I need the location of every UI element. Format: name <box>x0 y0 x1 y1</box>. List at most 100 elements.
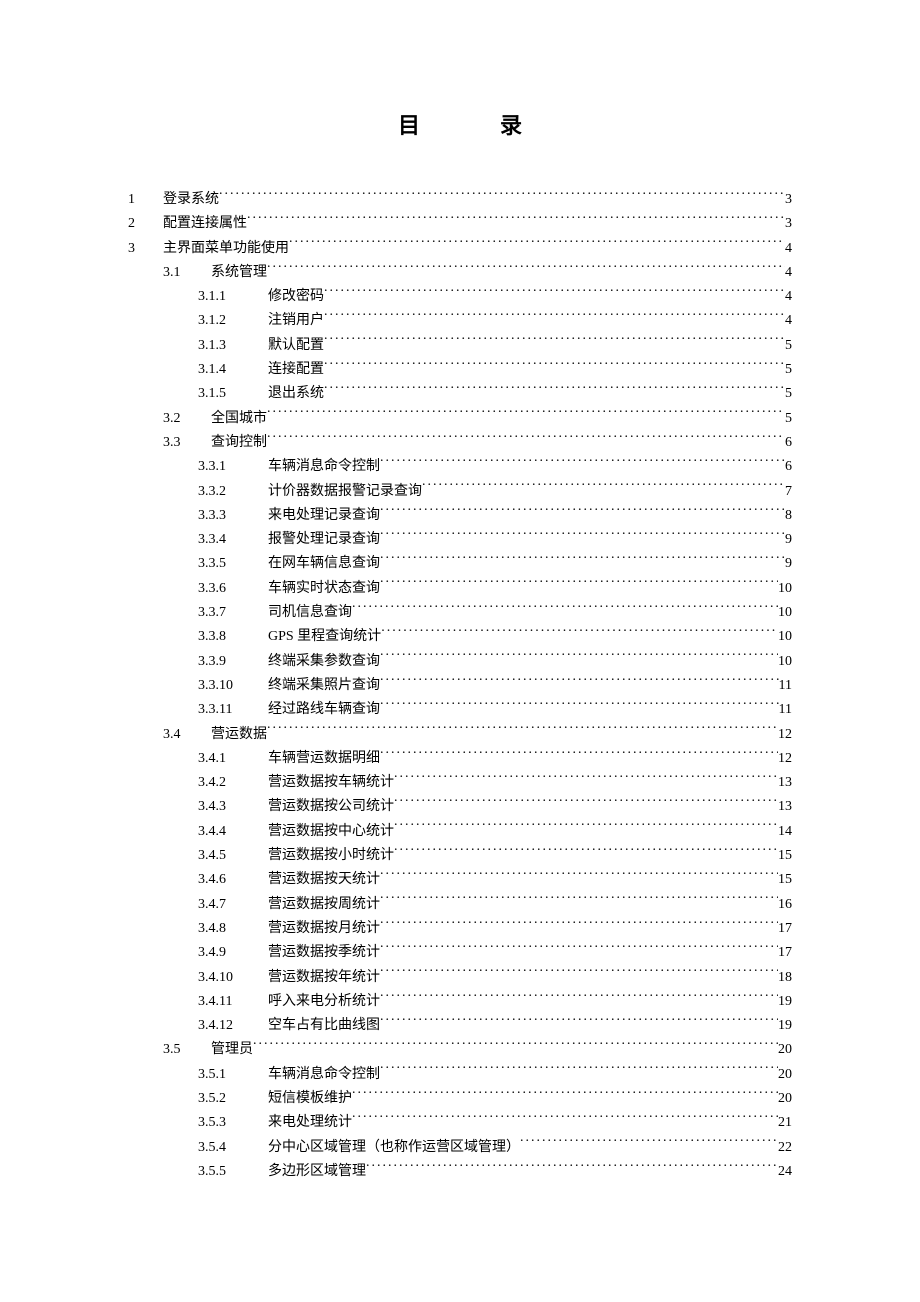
toc-entry-page: 24 <box>778 1160 792 1184</box>
toc-entry: 3.3.7司机信息查询10 <box>128 601 792 625</box>
toc-entry-label: 营运数据按公司统计 <box>268 795 394 819</box>
toc-entry-label: 经过路线车辆查询 <box>268 698 380 722</box>
toc-entry-label: 连接配置 <box>268 358 324 382</box>
toc-leader-dots <box>352 1088 778 1102</box>
toc-leader-dots <box>380 942 778 956</box>
toc-entry: 3.3.5在网车辆信息查询9 <box>128 552 792 576</box>
toc-entry-number: 3.1 <box>163 261 211 285</box>
toc-entry-number: 3.3.2 <box>198 480 268 504</box>
toc-leader-dots <box>380 894 778 908</box>
toc-leader-dots <box>394 845 778 859</box>
toc-entry: 3.4.5营运数据按小时统计15 <box>128 844 792 868</box>
toc-entry-label: 营运数据按车辆统计 <box>268 771 394 795</box>
toc-entry-label: 车辆营运数据明细 <box>268 747 380 771</box>
toc-entry-label: 分中心区域管理（也称作运营区域管理） <box>268 1136 520 1160</box>
toc-entry-page: 15 <box>778 868 792 892</box>
toc-entry: 3.4.3营运数据按公司统计 13 <box>128 795 792 819</box>
toc-leader-dots <box>380 529 785 543</box>
toc-entry: 3.3.1车辆消息命令控制6 <box>128 455 792 479</box>
toc-entry-page: 19 <box>778 990 792 1014</box>
toc-entry: 3.4.4营运数据按中心统计14 <box>128 820 792 844</box>
toc-entry-number: 3.3.3 <box>198 504 268 528</box>
toc-entry-label: 营运数据按年统计 <box>268 966 380 990</box>
toc-entry: 3.1系统管理4 <box>128 261 792 285</box>
toc-entry-number: 3.4.12 <box>198 1014 268 1038</box>
toc-leader-dots <box>267 408 785 422</box>
toc-entry-page: 19 <box>778 1014 792 1038</box>
toc-entry-page: 16 <box>778 893 792 917</box>
toc-entry-label: 系统管理 <box>211 261 267 285</box>
toc-leader-dots <box>380 651 778 665</box>
toc-entry-page: 20 <box>778 1038 792 1062</box>
toc-entry: 3主界面菜单功能使用4 <box>128 237 792 261</box>
toc-entry: 3.1.1修改密码4 <box>128 285 792 309</box>
toc-leader-dots <box>324 335 785 349</box>
toc-entry-number: 3.4.3 <box>198 795 268 819</box>
toc-leader-dots <box>380 1015 778 1029</box>
toc-entry-page: 9 <box>785 552 792 576</box>
toc-entry-page: 21 <box>778 1111 792 1135</box>
toc-entry-label: 车辆消息命令控制 <box>268 1063 380 1087</box>
toc-entry: 3.5.2短信模板维护20 <box>128 1087 792 1111</box>
toc-entry: 3.3.2计价器数据报警记录查询7 <box>128 480 792 504</box>
toc-entry: 3.5.5多边形区域管理24 <box>128 1160 792 1184</box>
toc-entry-number: 3.1.2 <box>198 309 268 333</box>
toc-title: 目录 <box>128 108 792 140</box>
toc-entry-label: GPS 里程查询统计 <box>268 625 381 649</box>
toc-entry-page: 13 <box>778 795 792 819</box>
toc-entry-page: 10 <box>778 625 792 649</box>
toc-entry-number: 3.4.10 <box>198 966 268 990</box>
toc-entry-page: 18 <box>778 966 792 990</box>
toc-entry-page: 17 <box>778 941 792 965</box>
toc-entry-page: 15 <box>778 844 792 868</box>
toc-entry: 3.1.3默认配置5 <box>128 334 792 358</box>
toc-entry-label: 营运数据按天统计 <box>268 868 380 892</box>
toc-entry: 3.3.10终端采集照片查询11 <box>128 674 792 698</box>
toc-leader-dots <box>394 772 778 786</box>
toc-entry-number: 3.3.11 <box>198 698 268 722</box>
toc-leader-dots <box>380 869 778 883</box>
toc-entry-number: 1 <box>128 188 163 212</box>
toc-entry: 3.4.6营运数据按天统计15 <box>128 868 792 892</box>
toc-entry-label: 登录系统 <box>163 188 219 212</box>
toc-entry-page: 6 <box>785 431 792 455</box>
toc-entry-number: 3.4.1 <box>198 747 268 771</box>
toc-entry-number: 3.3 <box>163 431 211 455</box>
toc-entry: 3.1.2注销用户4 <box>128 309 792 333</box>
toc-leader-dots <box>324 383 785 397</box>
toc-entry-page: 10 <box>778 577 792 601</box>
toc-entry-label: 呼入来电分析统计 <box>268 990 380 1014</box>
toc-leader-dots <box>324 286 785 300</box>
toc-entry: 3.4.2营运数据按车辆统计13 <box>128 771 792 795</box>
toc-entry: 3.4.7营运数据按周统计16 <box>128 893 792 917</box>
toc-entry-page: 10 <box>778 601 792 625</box>
toc-entry-number: 3.4.4 <box>198 820 268 844</box>
toc-entry: 3.3.9终端采集参数查询10 <box>128 650 792 674</box>
toc-leader-dots <box>267 262 785 276</box>
toc-entry-number: 3.5.1 <box>198 1063 268 1087</box>
toc-leader-dots <box>380 991 778 1005</box>
toc-entry-label: 报警处理记录查询 <box>268 528 380 552</box>
toc-entry: 3.4.11呼入来电分析统计 19 <box>128 990 792 1014</box>
toc-entry-label: 来电处理记录查询 <box>268 504 380 528</box>
toc-entry-page: 5 <box>785 358 792 382</box>
toc-entry-number: 3.4.9 <box>198 941 268 965</box>
toc-entry-number: 3.3.5 <box>198 552 268 576</box>
toc-entry-label: 空车占有比曲线图 <box>268 1014 380 1038</box>
toc-leader-dots <box>394 796 778 810</box>
toc-entry-number: 3.4.7 <box>198 893 268 917</box>
toc-entry-label: 营运数据按月统计 <box>268 917 380 941</box>
toc-entry-label: 注销用户 <box>268 309 324 333</box>
toc-entry-page: 7 <box>785 480 792 504</box>
toc-entry: 3.5.3来电处理统计21 <box>128 1111 792 1135</box>
toc-entry-label: 终端采集参数查询 <box>268 650 380 674</box>
toc-leader-dots <box>380 578 778 592</box>
toc-entry-number: 3.5.5 <box>198 1160 268 1184</box>
toc-entry-page: 6 <box>785 455 792 479</box>
toc-entry-number: 3.4.11 <box>198 990 268 1014</box>
toc-entry-number: 3.5.2 <box>198 1087 268 1111</box>
toc-entry-page: 17 <box>778 917 792 941</box>
toc-leader-dots <box>380 553 785 567</box>
toc-entry: 3.5.1车辆消息命令控制20 <box>128 1063 792 1087</box>
toc-entry-number: 3.3.6 <box>198 577 268 601</box>
